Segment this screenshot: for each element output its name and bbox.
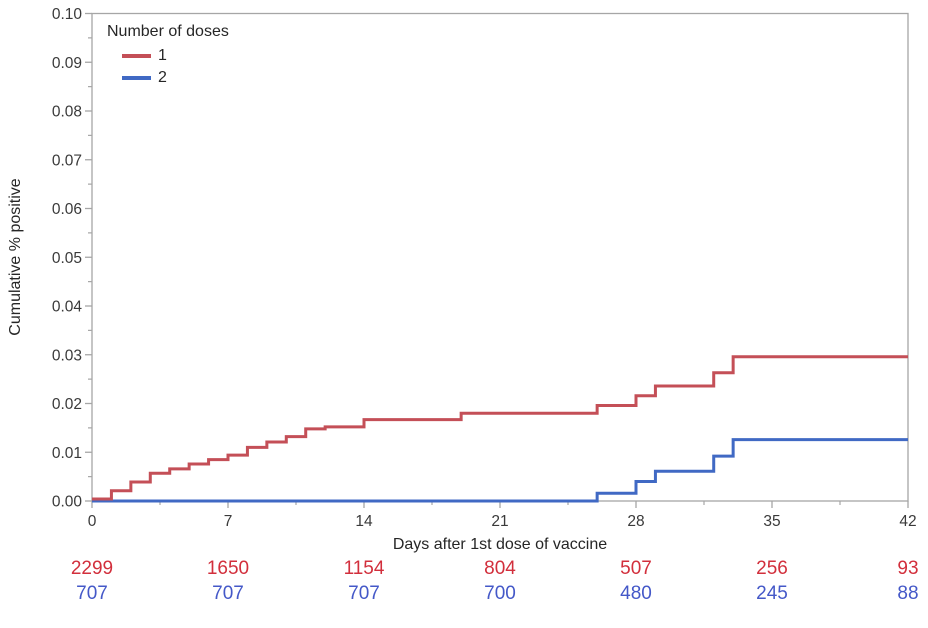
y-tick-label: 0.04 [52, 299, 83, 316]
y-tick-label: 0.07 [52, 152, 82, 169]
legend: Number of doses 1 2 [107, 23, 229, 89]
at-risk-value-doses-2: 245 [756, 583, 788, 604]
x-tick-label: 35 [763, 513, 780, 530]
x-axis-title: Days after 1st dose of vaccine [392, 536, 608, 553]
x-tick-label: 14 [355, 513, 373, 530]
at-risk-value-doses-1: 256 [756, 558, 788, 579]
series-line-doses-2 [92, 438, 908, 503]
legend-label-dose-1: 1 [158, 47, 167, 64]
at-risk-value-doses-2: 707 [76, 583, 108, 604]
at-risk-value-doses-1: 804 [484, 558, 516, 579]
y-tick-label: 0.02 [52, 396, 82, 413]
at-risk-value-doses-2: 700 [484, 583, 516, 604]
y-tick-label: 0.01 [52, 445, 82, 462]
y-tick-label: 0.10 [52, 6, 83, 23]
legend-item-dose-1: 1 [122, 45, 229, 67]
x-tick-label: 7 [224, 513, 233, 530]
y-axis-title: Cumulative % positive [7, 178, 24, 336]
at-risk-value-doses-2: 707 [348, 583, 380, 604]
at-risk-value-doses-1: 1154 [344, 558, 385, 579]
y-tick-label: 0.08 [52, 104, 82, 121]
at-risk-value-doses-2: 88 [897, 583, 918, 604]
series-line-doses-1 [92, 355, 908, 501]
y-tick-label: 0.05 [52, 250, 82, 267]
y-tick-label: 0.06 [52, 201, 82, 218]
at-risk-value-doses-2: 707 [212, 583, 244, 604]
y-tick-label: 0.09 [52, 55, 82, 72]
x-tick-label: 42 [899, 513, 916, 530]
x-tick-label: 21 [491, 513, 508, 530]
y-tick-label: 0.03 [52, 347, 82, 364]
at-risk-value-doses-1: 507 [620, 558, 652, 579]
legend-label-dose-2: 2 [158, 69, 167, 86]
legend-item-dose-2: 2 [122, 67, 229, 89]
at-risk-value-doses-1: 2299 [71, 558, 113, 579]
x-tick-label: 0 [88, 513, 97, 530]
legend-swatch-dose-1-icon [122, 54, 151, 58]
at-risk-value-doses-1: 1650 [207, 558, 249, 579]
legend-title: Number of doses [107, 23, 229, 40]
x-tick-label: 28 [627, 513, 644, 530]
y-tick-label: 0.00 [52, 494, 83, 511]
at-risk-value-doses-1: 93 [897, 558, 918, 579]
legend-swatch-dose-2-icon [122, 76, 151, 80]
at-risk-value-doses-2: 480 [620, 583, 652, 604]
